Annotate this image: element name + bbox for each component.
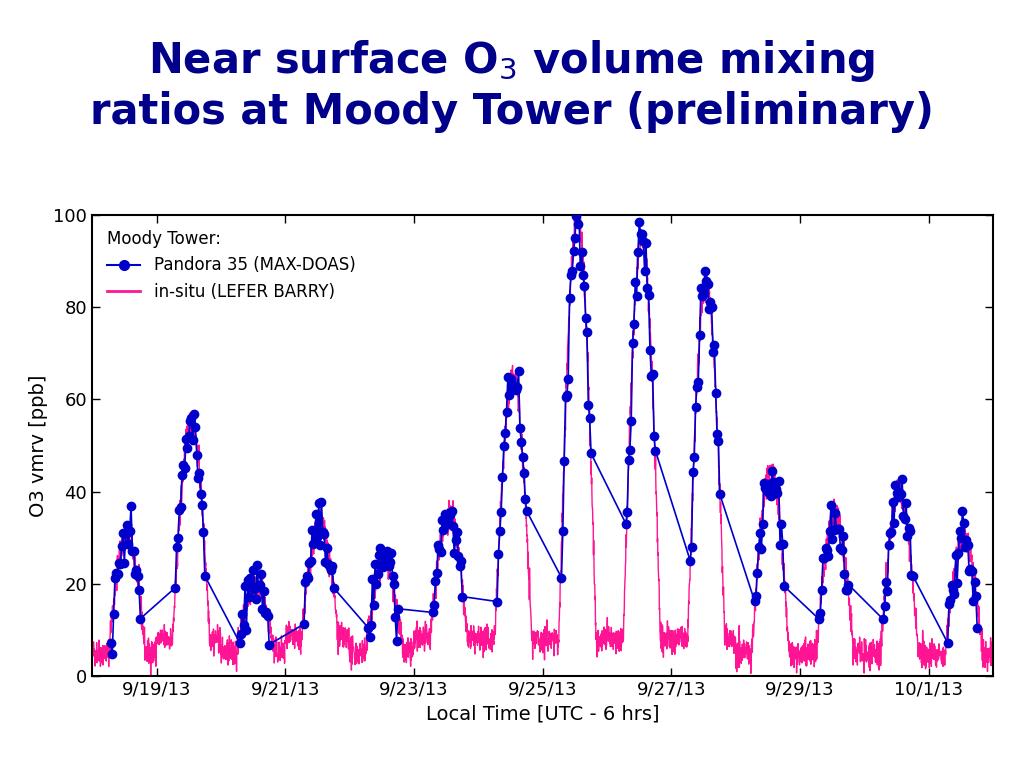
X-axis label: Local Time [UTC - 6 hrs]: Local Time [UTC - 6 hrs]	[426, 704, 659, 723]
Text: Near surface O$_3$ volume mixing
ratios at Moody Tower (preliminary): Near surface O$_3$ volume mixing ratios …	[90, 38, 934, 133]
Legend: Pandora 35 (MAX-DOAS), in-situ (LEFER BARRY): Pandora 35 (MAX-DOAS), in-situ (LEFER BA…	[100, 223, 362, 307]
Y-axis label: O3 vmrv [ppb]: O3 vmrv [ppb]	[29, 374, 48, 517]
